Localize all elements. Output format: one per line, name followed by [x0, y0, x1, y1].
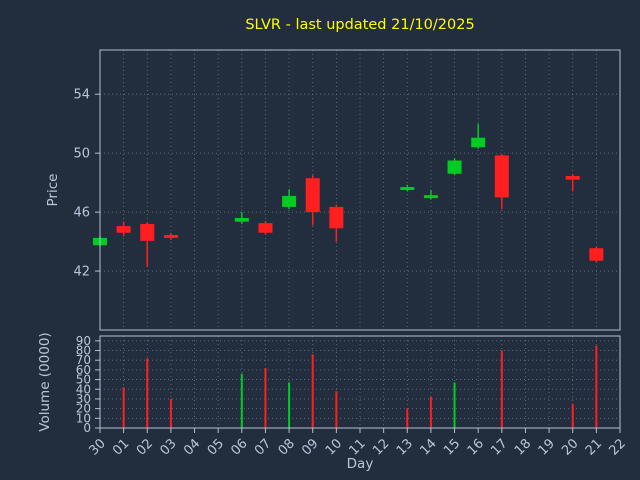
candle-body-06	[234, 218, 249, 222]
candle-body-13	[400, 187, 415, 190]
svg-text:13: 13	[394, 436, 416, 458]
svg-text:09: 09	[299, 436, 321, 458]
svg-text:21: 21	[583, 436, 605, 458]
svg-text:0: 0	[83, 421, 91, 435]
svg-text:90: 90	[76, 334, 91, 348]
svg-text:06: 06	[228, 436, 250, 458]
svg-text:05: 05	[205, 436, 227, 458]
svg-text:46: 46	[73, 206, 90, 221]
candlesticks	[93, 123, 604, 267]
x-axis-label: Day	[347, 456, 374, 472]
candle-body-20	[565, 176, 580, 180]
candle-body-08	[282, 195, 297, 207]
svg-text:17: 17	[488, 436, 510, 458]
svg-text:50: 50	[76, 373, 91, 387]
candle-body-14	[423, 195, 438, 199]
svg-text:20: 20	[76, 402, 91, 416]
gridlines	[99, 50, 621, 429]
svg-text:80: 80	[76, 344, 91, 358]
svg-text:15: 15	[441, 436, 463, 458]
svg-text:04: 04	[181, 436, 203, 458]
candle-body-15	[447, 160, 462, 174]
svg-text:30: 30	[76, 392, 91, 406]
svg-text:14: 14	[417, 436, 439, 458]
svg-text:30: 30	[87, 436, 109, 458]
svg-text:10: 10	[323, 436, 345, 458]
svg-text:03: 03	[157, 436, 179, 458]
svg-text:10: 10	[76, 411, 91, 425]
candle-body-21	[589, 248, 604, 261]
svg-text:70: 70	[76, 353, 91, 367]
svg-text:02: 02	[134, 436, 156, 458]
volume-bars	[122, 345, 598, 428]
svg-text:07: 07	[252, 436, 274, 458]
candle-body-02	[140, 223, 155, 241]
svg-text:01: 01	[110, 436, 132, 458]
chart-title: SLVR - last updated 21/10/2025	[245, 17, 474, 33]
svg-text:19: 19	[536, 436, 558, 458]
svg-text:54: 54	[73, 88, 90, 103]
svg-text:18: 18	[512, 436, 534, 458]
svg-text:22: 22	[607, 436, 629, 458]
candle-body-10	[329, 206, 344, 229]
candle-body-16	[471, 137, 486, 148]
candle-body-09	[305, 178, 320, 213]
candle-body-07	[258, 223, 273, 233]
price-axis-label: Price	[45, 174, 61, 207]
svg-text:50: 50	[73, 147, 90, 162]
svg-text:42: 42	[73, 265, 90, 280]
svg-text:16: 16	[465, 436, 487, 458]
candle-body-03	[163, 234, 178, 238]
candle-body-01	[116, 226, 131, 233]
svg-text:20: 20	[559, 436, 581, 458]
axes-spines	[99, 49, 621, 429]
svg-text:08: 08	[276, 436, 298, 458]
svg-text:12: 12	[370, 436, 392, 458]
svg-text:60: 60	[76, 363, 91, 377]
volume-axis-label: Volume (0000)	[37, 332, 53, 431]
candle-body-17	[494, 155, 509, 198]
svg-text:40: 40	[76, 382, 91, 396]
